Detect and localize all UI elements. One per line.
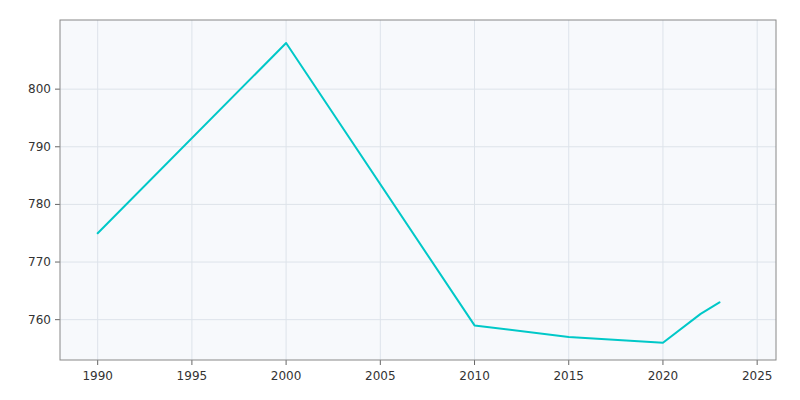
population-line xyxy=(98,43,720,343)
x-tick-label: 1990 xyxy=(82,369,113,383)
y-tick-label: 790 xyxy=(28,140,51,154)
y-grid-line xyxy=(60,89,776,90)
x-grid-line xyxy=(568,20,569,360)
x-grid-line xyxy=(191,20,192,360)
y-grid-line xyxy=(60,204,776,205)
y-tick-label: 800 xyxy=(28,82,51,96)
x-tick xyxy=(474,360,475,365)
x-grid-line xyxy=(380,20,381,360)
x-grid-line xyxy=(662,20,663,360)
x-grid-line xyxy=(97,20,98,360)
x-tick xyxy=(662,360,663,365)
x-tick xyxy=(757,360,758,365)
y-tick xyxy=(55,262,60,263)
x-tick-label: 1995 xyxy=(177,369,208,383)
y-grid-line xyxy=(60,262,776,263)
x-tick xyxy=(286,360,287,365)
plot-frame xyxy=(60,20,776,360)
x-grid-line xyxy=(286,20,287,360)
x-grid-line xyxy=(757,20,758,360)
axes: 1990 1995 2000 2005 2010 2015 2020 2025 760 770 78… xyxy=(28,20,776,383)
x-tick-label: 2020 xyxy=(648,369,679,383)
x-tick xyxy=(380,360,381,365)
x-tick-label: 2005 xyxy=(365,369,396,383)
x-tick xyxy=(97,360,98,365)
data-group xyxy=(98,43,720,343)
y-tick xyxy=(55,89,60,90)
y-tick xyxy=(55,146,60,147)
plot-background xyxy=(60,20,776,360)
y-tick xyxy=(55,319,60,320)
x-tick-label: 2010 xyxy=(459,369,490,383)
x-tick-label: 2025 xyxy=(742,369,773,383)
x-tick-label: 2015 xyxy=(553,369,584,383)
grid xyxy=(60,20,776,360)
chart-svg: 1990 1995 2000 2005 2010 2015 2020 2025 760 770 78… xyxy=(0,0,800,400)
x-tick xyxy=(191,360,192,365)
y-tick xyxy=(55,204,60,205)
y-tick-label: 770 xyxy=(28,255,51,269)
y-tick-label: 780 xyxy=(28,197,51,211)
y-grid-line xyxy=(60,146,776,147)
y-tick-label: 760 xyxy=(28,313,51,327)
x-tick xyxy=(568,360,569,365)
chart-container: 1990 1995 2000 2005 2010 2015 2020 2025 760 770 78… xyxy=(0,0,800,400)
x-tick-label: 2000 xyxy=(271,369,302,383)
y-grid-line xyxy=(60,319,776,320)
x-grid-line xyxy=(474,20,475,360)
